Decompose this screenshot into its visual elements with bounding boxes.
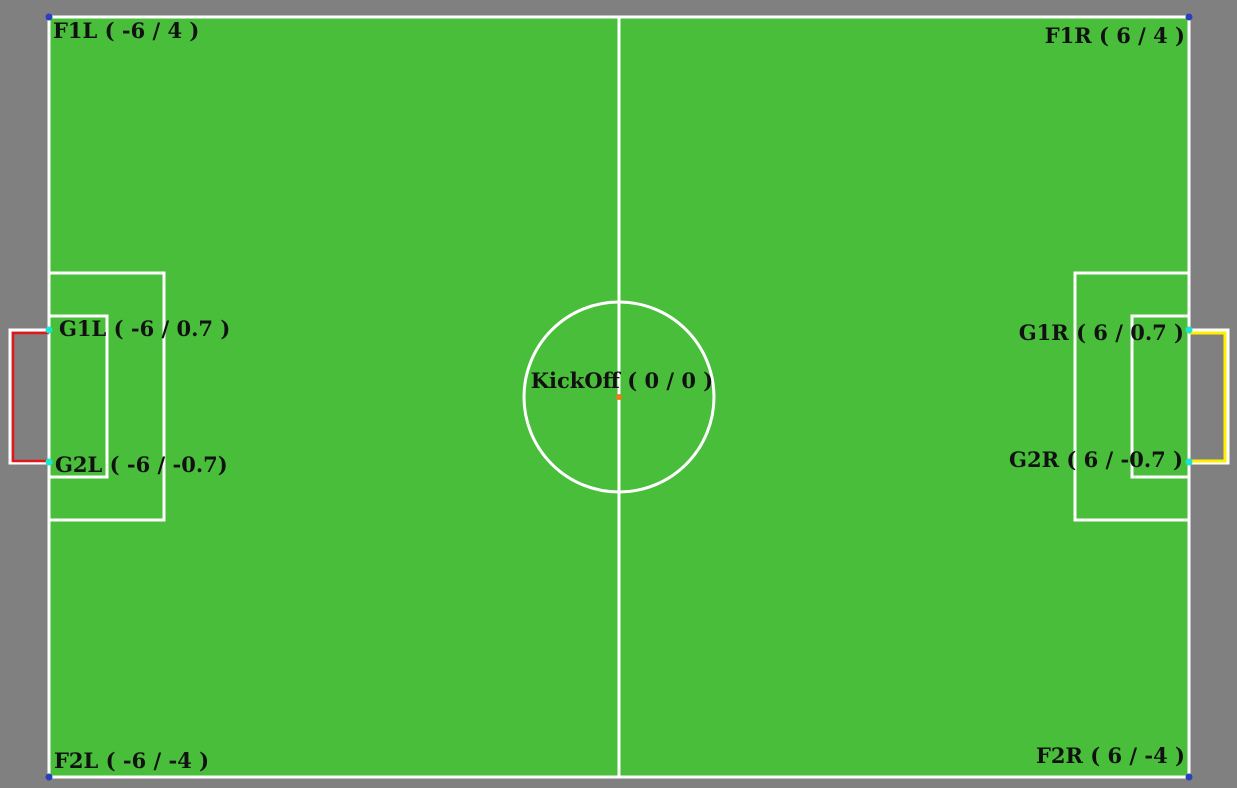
label-kickoff: KickOff ( 0 / 0 ) — [531, 368, 713, 393]
corner-marker-f1l — [45, 13, 53, 21]
goal-post-marker-g2r — [1185, 458, 1193, 466]
goal-post-marker-g2l — [45, 458, 53, 466]
corner-marker-f2r — [1185, 773, 1193, 781]
label-g1l: G1L ( -6 / 0.7 ) — [59, 316, 230, 341]
label-f1l: F1L ( -6 / 4 ) — [53, 18, 199, 43]
goal-post-marker-g1l — [45, 326, 53, 334]
label-g1r: G1R ( 6 / 0.7 ) — [1019, 320, 1184, 345]
goal-post-marker-g1r — [1185, 326, 1193, 334]
right-goal — [1189, 331, 1227, 463]
label-f1r: F1R ( 6 / 4 ) — [1045, 23, 1185, 48]
corner-marker-f1r — [1185, 13, 1193, 21]
label-g2r: G2R ( 6 / -0.7 ) — [1009, 447, 1183, 472]
corner-marker-f2l — [45, 773, 53, 781]
label-f2l: F2L ( -6 / -4 ) — [54, 748, 209, 773]
left-goal — [11, 331, 49, 463]
right-goal-outline — [1187, 328, 1230, 465]
center-circle — [522, 300, 716, 494]
label-g2l: G2L ( -6 / -0.7) — [55, 452, 228, 477]
left-goal-outline — [8, 328, 51, 465]
kickoff-marker — [616, 394, 622, 400]
label-f2r: F2R ( 6 / -4 ) — [1036, 743, 1185, 768]
